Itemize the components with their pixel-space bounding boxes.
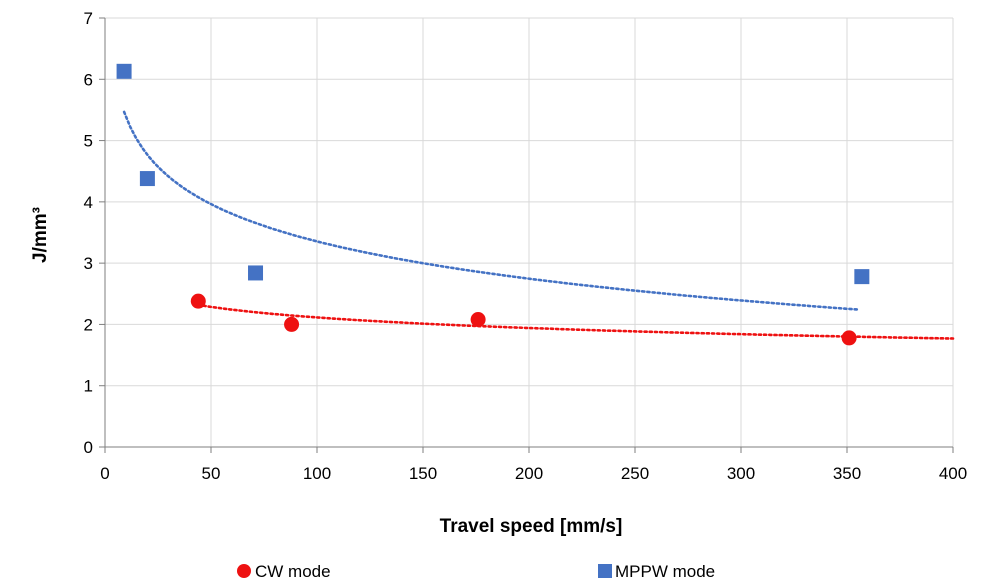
y-tick-label: 3 [84, 254, 93, 273]
data-point-cw [190, 293, 206, 309]
x-tick-label: 350 [833, 464, 861, 483]
x-tick-label: 200 [515, 464, 543, 483]
legend-marker-cw [237, 564, 251, 578]
data-point-mppw [116, 63, 132, 79]
trendline-cw [197, 303, 955, 340]
axes [99, 17, 954, 453]
data-point-mppw [139, 171, 155, 187]
x-tick-label: 400 [939, 464, 967, 483]
y-tick-label: 7 [84, 9, 93, 28]
tick-labels: 0 1 2 3 4 5 6 7 0 50 100 150 200 250 300 350 400 [84, 9, 968, 483]
y-tick-label: 0 [84, 438, 93, 457]
data-point-cw [284, 316, 300, 332]
y-tick-label: 5 [84, 132, 93, 151]
x-axis-title: Travel speed [mm/s] [440, 516, 623, 537]
y-tick-label: 4 [84, 193, 93, 212]
y-tick-label: 2 [84, 315, 93, 334]
trendlines [122, 110, 955, 340]
data-point-cw [470, 312, 486, 328]
legend-label-cw: CW mode [255, 562, 331, 581]
x-tick-label: 100 [303, 464, 331, 483]
legend-label-mppw: MPPW mode [615, 562, 715, 581]
x-tick-label: 0 [100, 464, 109, 483]
x-tick-label: 300 [727, 464, 755, 483]
y-tick-label: 6 [84, 70, 93, 89]
legend: CW mode MPPW mode [237, 562, 715, 581]
x-tick-label: 50 [202, 464, 221, 483]
y-tick-label: 1 [84, 377, 93, 396]
legend-marker-mppw [598, 564, 612, 578]
x-tick-label: 250 [621, 464, 649, 483]
y-axis-title: J/mm³ [30, 207, 51, 263]
data-point-mppw [248, 265, 264, 281]
data-point-cw [841, 330, 857, 346]
trendline-mppw [122, 110, 859, 311]
data-point-mppw [854, 269, 870, 285]
data-points [116, 63, 870, 346]
x-tick-label: 150 [409, 464, 437, 483]
grid-lines [105, 17, 954, 447]
